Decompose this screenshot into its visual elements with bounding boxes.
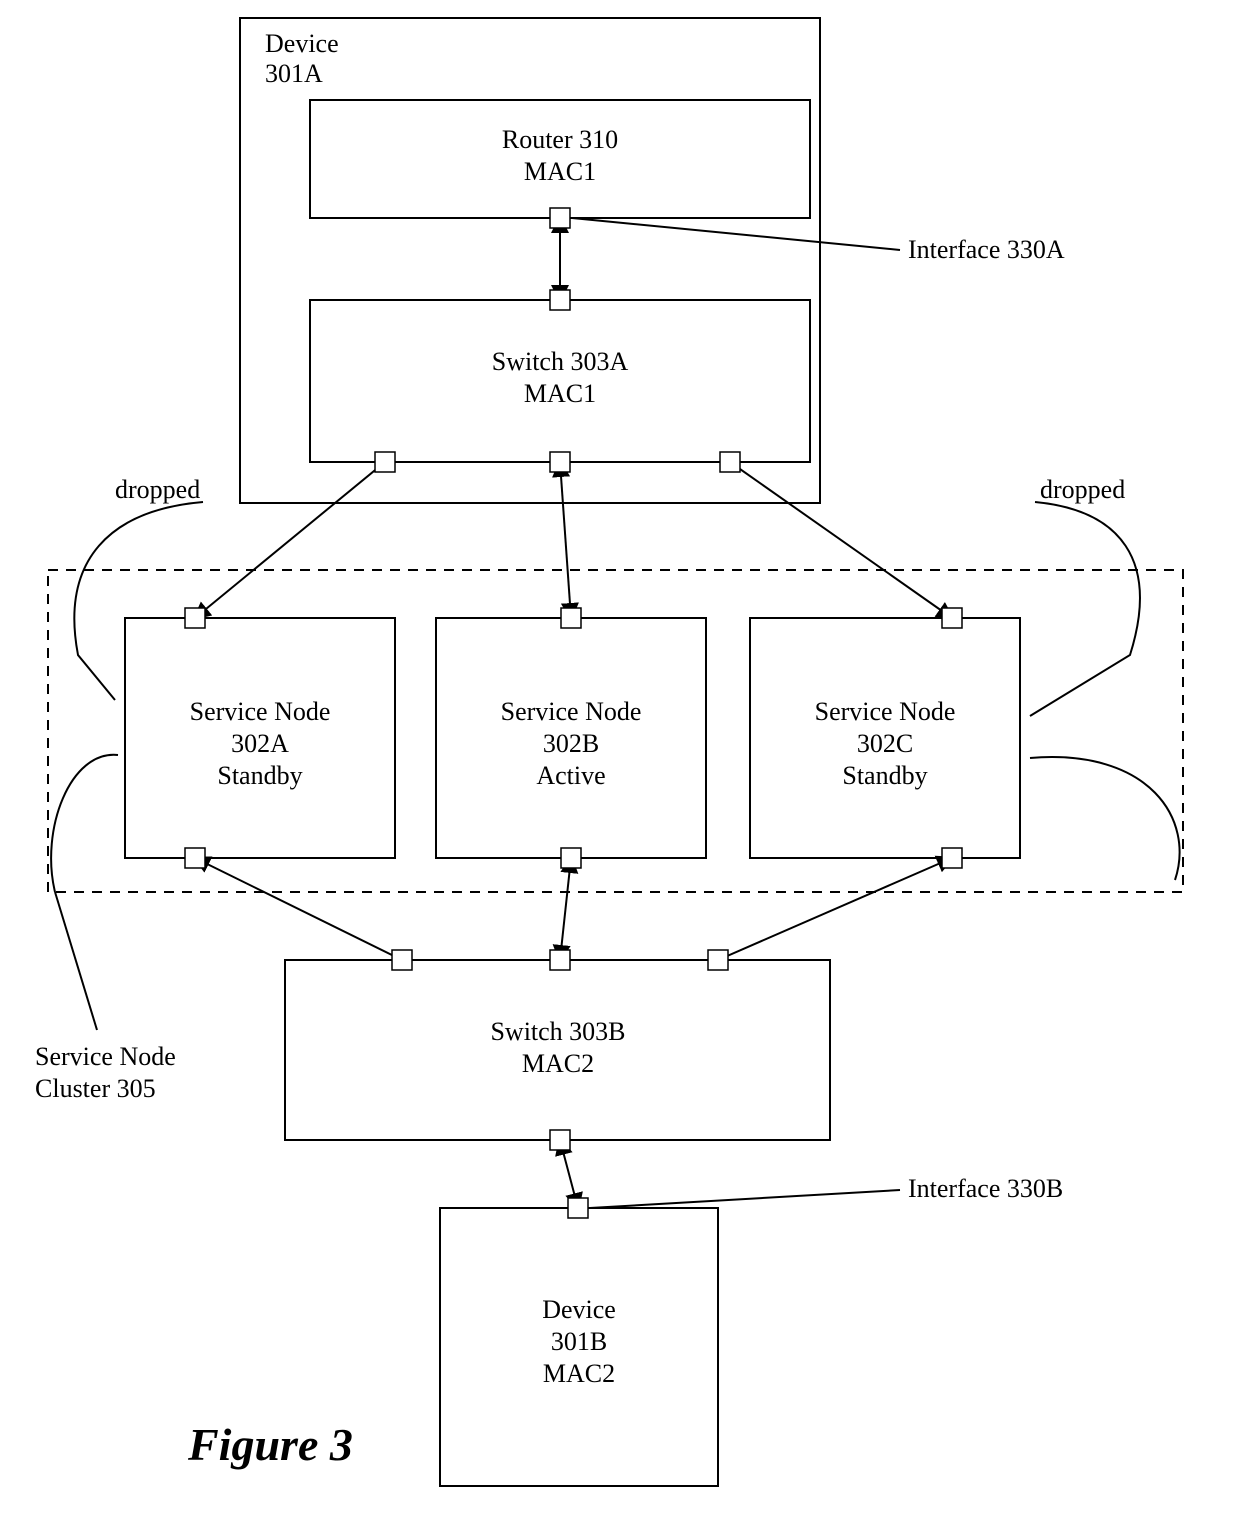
switch-a-label-1: Switch 303A — [492, 347, 629, 376]
node-c-label-1: Service Node — [815, 697, 956, 726]
device-301b-label-3: MAC2 — [543, 1359, 615, 1388]
node-b-label-2: 302B — [543, 729, 599, 758]
port-switchA_bottom_r — [720, 452, 740, 472]
port-switchA_bottom_c — [550, 452, 570, 472]
port-nodeA_top — [185, 608, 205, 628]
edge-switchA_bottom_r-nodeC_top — [730, 462, 952, 618]
interface-330a-label: Interface 330A — [908, 235, 1065, 264]
interface-330b-leader — [590, 1190, 900, 1208]
switch-a-label-2: MAC1 — [524, 379, 596, 408]
port-switchB_top_r — [708, 950, 728, 970]
device-301b-label-1: Device — [542, 1295, 616, 1324]
dropped-right-label: dropped — [1040, 475, 1125, 504]
device-301a-label-1: Device — [265, 29, 339, 58]
port-nodeC_bottom — [942, 848, 962, 868]
port-router_bottom — [550, 208, 570, 228]
edge-switchB_top_r-nodeC_bottom — [718, 858, 952, 960]
edge-switchB_top_l-nodeA_bottom — [195, 858, 402, 960]
edge-switchB_top_c-nodeB_bottom — [560, 858, 571, 960]
switch-b-label-2: MAC2 — [522, 1049, 594, 1078]
interface-330b-label: Interface 330B — [908, 1174, 1063, 1203]
dropped-curve-right-top — [1030, 502, 1140, 716]
port-switchB_bottom — [550, 1130, 570, 1150]
figure-title: Figure 3 — [187, 1419, 353, 1470]
device-301b-label-2: 301B — [551, 1327, 607, 1356]
port-switchA_bottom_l — [375, 452, 395, 472]
port-switchB_top_c — [550, 950, 570, 970]
cluster-label-1: Service Node — [35, 1042, 176, 1071]
node-b-label-3: Active — [536, 761, 605, 790]
port-device301b_top — [568, 1198, 588, 1218]
port-nodeB_bottom — [561, 848, 581, 868]
port-switchA_top — [550, 290, 570, 310]
cluster-leader — [55, 892, 97, 1030]
dropped-curve-right-bottom — [1030, 757, 1180, 880]
node-a-label-2: 302A — [231, 729, 289, 758]
switch-b-label-1: Switch 303B — [490, 1017, 625, 1046]
node-a-label-3: Standby — [217, 761, 302, 790]
node-c-label-2: 302C — [857, 729, 913, 758]
device-301a-label-2: 301A — [265, 59, 323, 88]
port-nodeA_bottom — [185, 848, 205, 868]
dropped-left-label: dropped — [115, 475, 200, 504]
port-nodeC_top — [942, 608, 962, 628]
router-label-2: MAC1 — [524, 157, 596, 186]
network-diagram: Device 301A Router 310 MAC1 Switch 303A … — [0, 0, 1240, 1515]
cluster-label-2: Cluster 305 — [35, 1074, 156, 1103]
router-label-1: Router 310 — [502, 125, 618, 154]
dropped-curve-left-bottom — [51, 755, 118, 892]
node-b-label-1: Service Node — [501, 697, 642, 726]
node-a-label-1: Service Node — [190, 697, 331, 726]
node-c-label-3: Standby — [842, 761, 927, 790]
port-switchB_top_l — [392, 950, 412, 970]
port-nodeB_top — [561, 608, 581, 628]
